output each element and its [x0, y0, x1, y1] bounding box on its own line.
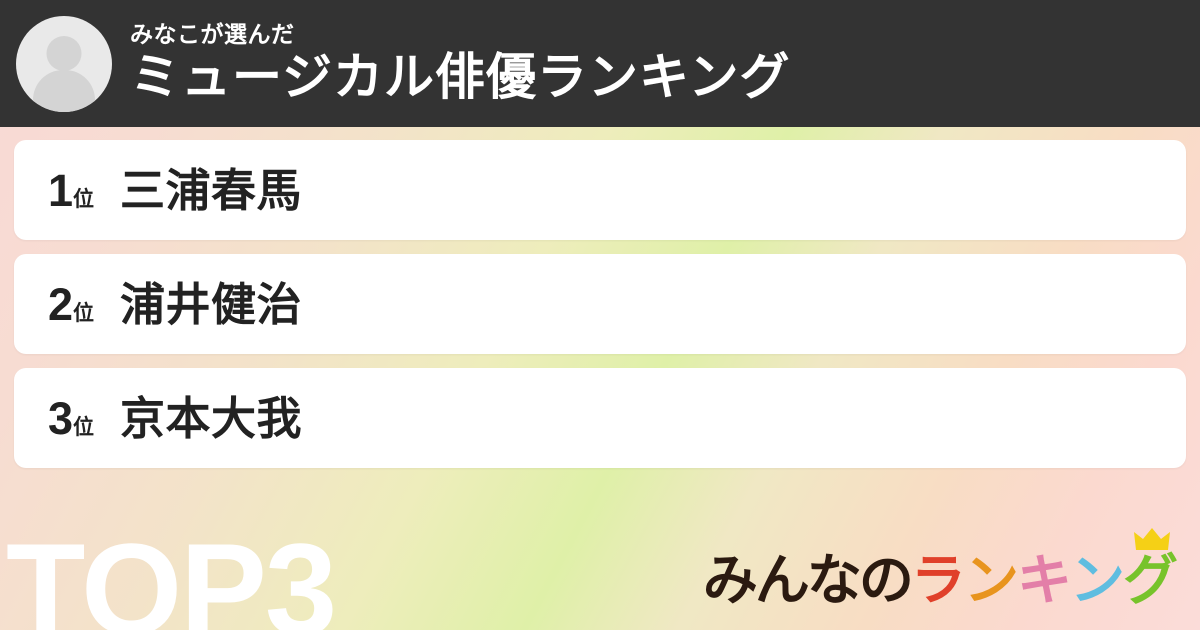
header-subtitle: みなこが選んだ	[130, 20, 295, 47]
ranking-row-2[interactable]: 2 位 浦井健治	[14, 254, 1186, 354]
avatar-body-shape	[33, 69, 95, 112]
rank-number: 1	[48, 164, 73, 216]
ranking-row-3[interactable]: 3 位 京本大我	[14, 368, 1186, 468]
rank-badge: 2 位	[48, 282, 120, 327]
brand-logo-char-n1: ン	[963, 549, 1019, 611]
crown-icon	[1134, 528, 1170, 550]
brand-logo-char-gu: グ	[1122, 549, 1178, 611]
brand-logo-plain-text: みんなの	[702, 549, 914, 611]
ranking-item-name: 京本大我	[120, 392, 303, 444]
ranking-row-1[interactable]: 1 位 三浦春馬	[14, 140, 1186, 240]
top3-watermark: TOP3	[6, 516, 337, 630]
ranking-item-name: 浦井健治	[120, 278, 303, 330]
footer-area: TOP3 みんなの ラ ン キ ン グ	[0, 500, 1200, 630]
ranking-item-name: 三浦春馬	[120, 164, 303, 216]
brand-logo-char-ki: キ	[1016, 549, 1072, 611]
user-avatar-icon	[16, 15, 112, 112]
rank-number: 2	[48, 278, 73, 330]
rank-number: 3	[48, 392, 73, 444]
brand-logo[interactable]: みんなの ラ ン キ ン グ	[702, 528, 1178, 611]
header-text-block: みなこが選んだ ミュージカル俳優ランキング	[130, 21, 791, 107]
brand-logo-char-n2: ン	[1069, 549, 1125, 611]
rank-unit-label: 位	[73, 301, 95, 325]
rank-badge: 3 位	[48, 396, 120, 441]
rank-unit-label: 位	[73, 187, 95, 211]
brand-logo-char-ra: ラ	[910, 549, 966, 611]
rank-badge: 1 位	[48, 168, 120, 213]
ranking-list: 1 位 三浦春馬 2 位 浦井健治 3 位 京本大我	[0, 127, 1200, 468]
page-title: ミュージカル俳優ランキング	[130, 48, 791, 105]
header-bar: みなこが選んだ ミュージカル俳優ランキング	[0, 0, 1200, 127]
avatar-head-shape	[46, 35, 82, 71]
rank-unit-label: 位	[73, 415, 95, 439]
